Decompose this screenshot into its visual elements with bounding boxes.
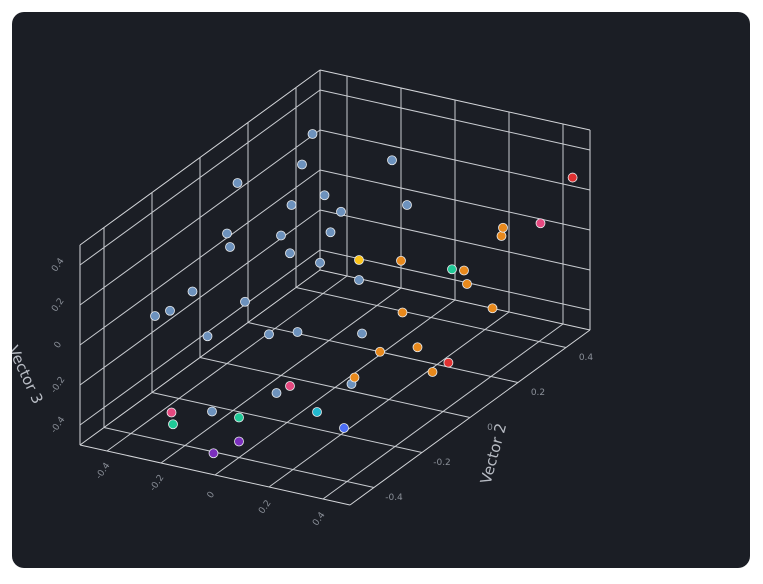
point xyxy=(387,155,397,166)
point xyxy=(312,407,322,417)
y-tick-label: 0 xyxy=(487,423,493,433)
point xyxy=(150,311,160,321)
point xyxy=(496,231,507,241)
point xyxy=(165,305,175,316)
point xyxy=(339,423,349,433)
grid-line xyxy=(199,357,471,418)
point xyxy=(234,436,244,447)
point xyxy=(447,264,457,275)
point xyxy=(285,248,295,259)
grid-line xyxy=(79,249,321,426)
point xyxy=(285,381,295,391)
point xyxy=(292,327,303,337)
point xyxy=(166,407,177,418)
point xyxy=(276,230,286,241)
point xyxy=(349,372,360,383)
point xyxy=(307,129,318,139)
point xyxy=(336,206,346,217)
grid-line xyxy=(79,129,321,306)
point xyxy=(487,303,498,314)
point xyxy=(443,357,454,368)
grid-line xyxy=(79,89,321,266)
point xyxy=(427,367,438,377)
grid-line xyxy=(103,427,375,488)
point xyxy=(375,346,385,357)
point xyxy=(357,328,367,339)
grid-line xyxy=(319,89,591,151)
point xyxy=(202,331,213,342)
point xyxy=(396,255,406,266)
x-tick-label: 0 xyxy=(206,490,218,501)
y-tick-label: 0.2 xyxy=(531,388,545,398)
point xyxy=(462,279,472,289)
point xyxy=(271,388,282,398)
point xyxy=(402,200,412,210)
grid-line xyxy=(319,129,591,191)
y-tick-label: 0.4 xyxy=(579,353,594,363)
panel xyxy=(12,12,750,568)
point xyxy=(319,190,330,201)
point xyxy=(354,255,364,265)
grid-line xyxy=(295,287,567,348)
point xyxy=(325,227,336,238)
point xyxy=(222,228,232,239)
point xyxy=(225,242,235,252)
grid-line xyxy=(79,169,321,346)
point xyxy=(315,257,325,268)
grid-line xyxy=(151,392,423,453)
grid-line xyxy=(319,169,591,231)
point xyxy=(535,218,546,229)
point xyxy=(459,265,469,276)
point xyxy=(397,307,408,318)
y-tick-label: -0.4 xyxy=(385,493,403,503)
point xyxy=(232,178,243,188)
point xyxy=(567,172,578,183)
z-tick-label: 0 xyxy=(53,340,65,351)
grid-line xyxy=(319,249,591,311)
point xyxy=(240,296,250,307)
point xyxy=(498,222,508,233)
point xyxy=(412,342,423,353)
y-tick-label: -0.2 xyxy=(433,458,451,468)
point xyxy=(234,412,244,423)
point xyxy=(286,200,297,210)
point xyxy=(354,275,364,285)
point xyxy=(187,286,198,297)
point xyxy=(264,329,274,340)
point xyxy=(207,406,217,417)
grid-line xyxy=(319,209,591,271)
point xyxy=(208,448,219,459)
point xyxy=(297,159,307,170)
point xyxy=(168,419,178,430)
